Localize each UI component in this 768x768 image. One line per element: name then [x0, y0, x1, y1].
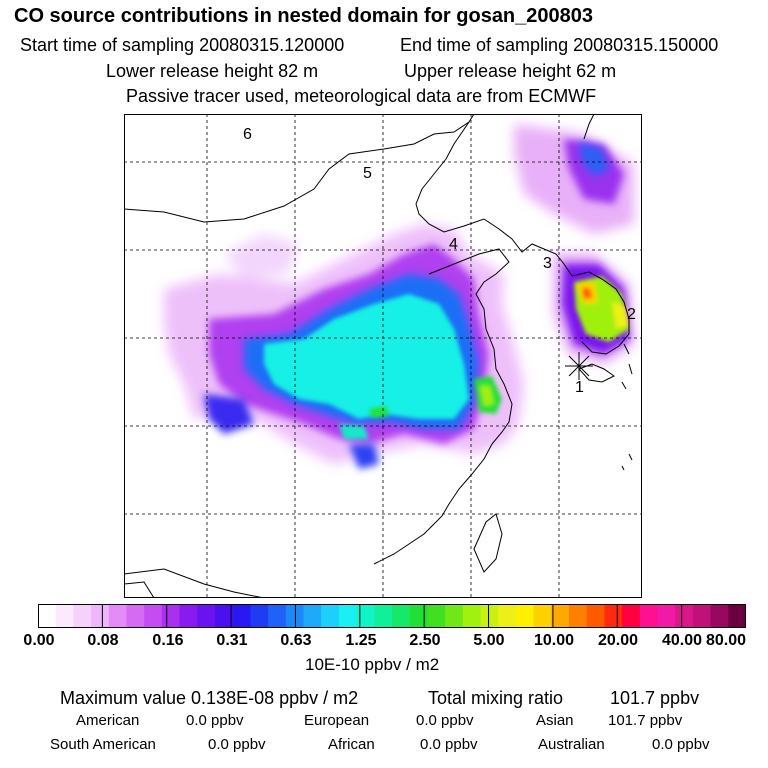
colorbar-cell: [657, 604, 676, 628]
concentration-map: 1 2 3 4 5 6: [124, 114, 642, 598]
south-american-value: 0.0 ppbv: [208, 736, 266, 753]
colorbar-cell: [586, 604, 605, 628]
colorbar-cell: [480, 604, 499, 628]
european-label: European: [304, 712, 370, 729]
african-value: 0.0 ppbv: [420, 736, 478, 753]
lower-release-height: Lower release height 82 m: [106, 61, 319, 81]
total-mixing-value: 101.7 ppbv: [610, 688, 700, 708]
colorbar-cell: [569, 604, 588, 628]
colorbar-cell: [445, 604, 464, 628]
colorbar-tick: 80.00: [705, 632, 747, 649]
colorbar-cell: [551, 604, 570, 628]
colorbar-cell: [356, 604, 375, 628]
total-mixing-label: Total mixing ratio: [428, 688, 564, 708]
colorbar-tick: 1.25: [345, 632, 377, 649]
south-american-label: South American: [50, 736, 156, 753]
graticule: [124, 114, 642, 598]
colorbar-cell: [161, 604, 181, 628]
station-marker-6: 6: [243, 126, 252, 143]
station-marker-1: 1: [575, 379, 584, 396]
station-marker-4: 4: [449, 236, 458, 253]
african-label: African: [328, 736, 375, 753]
colorbar-tick: 10.00: [533, 632, 575, 649]
colorbar-cell: [639, 604, 658, 628]
colorbar-cell: [179, 604, 198, 628]
colorbar-tick: 5.00: [473, 632, 505, 649]
colorbar-cell: [321, 604, 340, 628]
colorbar-cell: [728, 604, 746, 628]
colorbar-cell: [409, 604, 428, 628]
american-label: American: [76, 712, 140, 729]
coastlines: [124, 114, 633, 598]
map-border: [124, 114, 642, 598]
tracer-note: Passive tracer used, meteorological data…: [126, 86, 597, 106]
colorbar-tick: 0.16: [152, 632, 184, 649]
australian-value: 0.0 ppbv: [652, 736, 710, 753]
australian-label: Australian: [538, 736, 605, 753]
station-marker-2: 2: [627, 306, 636, 323]
colorbar-cell: [515, 604, 535, 628]
colorbar-cell: [427, 604, 446, 628]
colorbar-cell: [73, 604, 92, 628]
colorbar-cell: [533, 604, 552, 628]
colorbar-tick: 0.63: [280, 632, 312, 649]
colorbar-cell: [38, 604, 57, 628]
trajectory-markers: 1 2 3 4 5 6: [243, 126, 636, 396]
upper-release-height: Upper release height 62 m: [404, 61, 617, 81]
map-title: CO source contributions in nested domain…: [14, 5, 594, 27]
colorbar-cell: [250, 604, 269, 628]
colorbar-cell: [55, 604, 74, 628]
colorbar-cell: [675, 604, 694, 628]
colorbar: [38, 604, 746, 628]
colorbar-tick: 20.00: [597, 632, 639, 649]
station-marker-5: 5: [363, 165, 372, 182]
colorbar-cell: [303, 604, 322, 628]
colorbar-cell: [197, 604, 216, 628]
receptor-star-icon: [565, 352, 593, 380]
colorbar-cell: [338, 604, 358, 628]
colorbar-cell: [374, 604, 393, 628]
station-marker-3: 3: [543, 255, 552, 272]
american-value: 0.0 ppbv: [186, 712, 244, 729]
colorbar-cell: [268, 604, 287, 628]
colorbar-cell: [710, 604, 729, 628]
colorbar-cell: [498, 604, 517, 628]
asian-label: Asian: [536, 712, 574, 729]
plume-hotspots: [369, 276, 629, 418]
colorbar-cell: [392, 604, 411, 628]
asian-value: 101.7 ppbv: [608, 712, 683, 729]
colorbar-cell: [126, 604, 145, 628]
colorbar-cell: [604, 604, 623, 628]
colorbar-border: [38, 604, 746, 628]
plume-cyan: [264, 294, 469, 439]
colorbar-cell: [91, 604, 110, 628]
start-time-label: Start time of sampling 20080315.120000: [20, 35, 345, 55]
end-time-label: End time of sampling 20080315.150000: [400, 35, 719, 55]
colorbar-cell: [232, 604, 251, 628]
colorbar-cell: [692, 604, 712, 628]
european-value: 0.0 ppbv: [416, 712, 474, 729]
colorbar-unit: 10E-10 ppbv / m2: [305, 655, 440, 674]
colorbar-cells: [38, 604, 746, 628]
colorbar-tick: 0.31: [216, 632, 248, 649]
colorbar-cell: [285, 604, 304, 628]
colorbar-tick: 2.50: [409, 632, 441, 649]
colorbar-tick: 0.00: [23, 632, 55, 649]
colorbar-tick: 40.00: [661, 632, 703, 649]
colorbar-tick: 0.08: [87, 632, 119, 649]
colorbar-cell: [622, 604, 641, 628]
colorbar-cell: [108, 604, 127, 628]
colorbar-cell: [144, 604, 163, 628]
colorbar-cell: [215, 604, 234, 628]
max-value-label: Maximum value 0.138E-08 ppbv / m2: [60, 688, 359, 708]
colorbar-cell: [462, 604, 481, 628]
